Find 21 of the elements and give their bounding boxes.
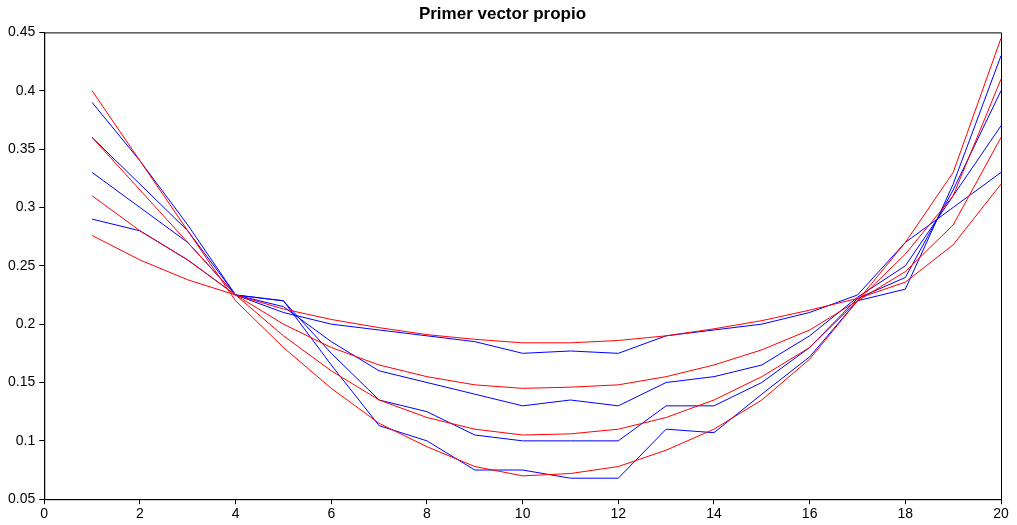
y-tick-label: 0.2 — [15, 315, 36, 332]
y-tick-label: 0.1 — [15, 431, 36, 448]
y-tick-label: 0.15 — [8, 373, 36, 390]
x-tick-label: 18 — [897, 505, 914, 522]
y-tick-label: 0.05 — [8, 490, 36, 507]
x-tick-label: 10 — [514, 505, 531, 522]
x-tick-label: 14 — [706, 505, 722, 522]
x-tick-label: 4 — [231, 505, 240, 522]
y-tick-label: 0.4 — [15, 81, 36, 98]
chart-title: Primer vector propio — [418, 3, 587, 23]
y-tick-label: 0.35 — [8, 139, 36, 156]
x-tick-label: 20 — [993, 505, 1009, 522]
x-tick-label: 8 — [423, 505, 432, 522]
y-tick-label: 0.3 — [15, 198, 36, 215]
x-tick-label: 6 — [327, 505, 336, 522]
y-tick-label: 0.45 — [8, 23, 36, 40]
y-tick-label: 0.25 — [8, 256, 36, 273]
x-tick-label: 16 — [801, 505, 818, 522]
x-tick-label: 2 — [136, 505, 145, 522]
x-tick-label: 12 — [610, 505, 627, 522]
x-tick-label: 0 — [40, 505, 49, 522]
